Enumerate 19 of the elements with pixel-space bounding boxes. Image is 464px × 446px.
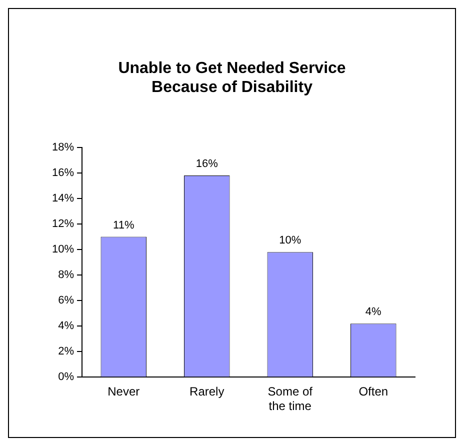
x-tick-label: Some of the time — [268, 384, 314, 414]
data-label: 10% — [279, 234, 302, 247]
y-tick-label: 8% — [58, 269, 74, 282]
data-label: 4% — [365, 306, 382, 318]
chart-title: Unable to Get Needed Service Because of Disability — [118, 60, 346, 96]
data-label: 11% — [113, 219, 134, 232]
y-tick-label: 4% — [58, 320, 74, 332]
x-tick-label: Never — [108, 384, 140, 399]
y-tick-label: 12% — [52, 218, 74, 230]
y-tick-label: 10% — [52, 244, 74, 256]
y-tick-label: 0% — [58, 371, 74, 384]
data-label: 16% — [196, 158, 218, 170]
y-tick-label: 16% — [52, 166, 74, 179]
y-tick-label: 2% — [58, 346, 74, 358]
x-tick-label: Often — [358, 384, 388, 399]
y-tick-label: 18% — [52, 141, 74, 154]
y-tick-label: 14% — [52, 192, 74, 204]
y-tick-label: 6% — [58, 294, 74, 307]
x-tick-label: Rarely — [190, 384, 224, 399]
